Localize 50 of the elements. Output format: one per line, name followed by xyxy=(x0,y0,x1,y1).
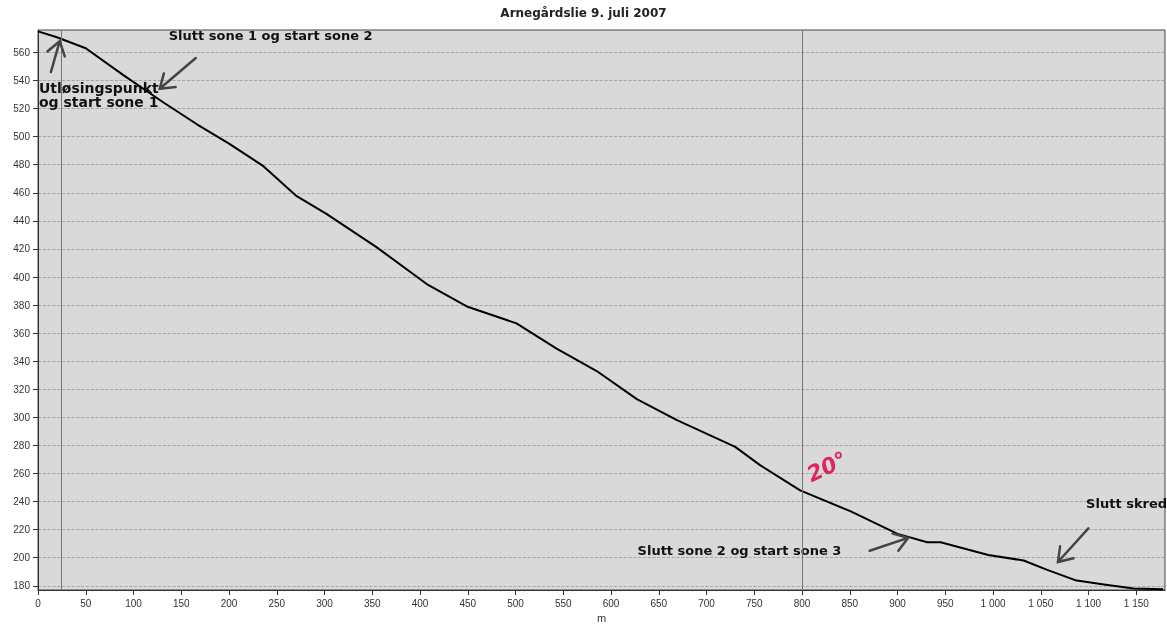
x-tick-label: 450 xyxy=(459,597,477,609)
x-tick-label: 400 xyxy=(411,597,429,609)
x-tick-label: 350 xyxy=(363,597,382,609)
chart-title: Arnegårdslie 9. juli 2007 xyxy=(500,6,667,20)
x-tick-label: 600 xyxy=(602,597,620,609)
x-tick-label: 650 xyxy=(650,597,668,609)
y-tick-label: 440 xyxy=(13,215,31,227)
annotation: Slutt skred xyxy=(1086,495,1167,511)
annotation: Slutt sone 1 og start sone 2 xyxy=(168,28,373,44)
x-tick-label: 850 xyxy=(841,597,859,609)
x-tick-label: 700 xyxy=(698,597,716,609)
annotation: 20° xyxy=(802,446,852,488)
x-axis-title: m xyxy=(596,612,607,625)
x-tick-label: 900 xyxy=(889,597,907,609)
y-tick-label: 340 xyxy=(13,355,31,367)
x-tick-label: 1 050 xyxy=(1028,597,1054,609)
x-tick-label: 1 150 xyxy=(1123,597,1150,609)
y-tick-label: 180 xyxy=(13,580,31,592)
y-tick-label: 300 xyxy=(13,411,31,423)
y-tick-label: 260 xyxy=(13,468,31,480)
y-tick-label: 200 xyxy=(13,552,31,564)
x-tick-label: 750 xyxy=(745,597,764,609)
x-tick-label: 1 100 xyxy=(1076,597,1102,609)
x-tick-label: 50 xyxy=(80,597,92,609)
y-tick-label: 500 xyxy=(13,131,31,143)
x-tick-label: 0 xyxy=(35,597,42,609)
x-tick-label: 550 xyxy=(554,597,573,609)
y-tick-label: 520 xyxy=(13,103,31,115)
annotation: Slutt sone 2 og start sone 3 xyxy=(637,543,842,559)
y-tick-label: 280 xyxy=(13,439,31,451)
x-tick-label: 950 xyxy=(936,597,955,609)
y-tick-label: 560 xyxy=(13,46,31,58)
x-tick-label: 150 xyxy=(172,597,191,609)
y-tick-label: 320 xyxy=(13,383,31,395)
y-tick-label: 360 xyxy=(13,327,31,339)
x-tick-label: 800 xyxy=(793,597,811,609)
x-tick-label: 1 000 xyxy=(980,597,1007,609)
y-tick-label: 220 xyxy=(13,524,31,536)
y-tick-label: 400 xyxy=(13,271,31,283)
y-tick-label: 240 xyxy=(13,496,31,508)
y-tick-label: 420 xyxy=(13,243,31,255)
y-tick-label: 380 xyxy=(13,299,31,311)
x-tick-label: 100 xyxy=(125,597,143,609)
y-tick-label: 540 xyxy=(13,75,31,87)
x-tick-label: 250 xyxy=(268,597,286,609)
x-tick-label: 500 xyxy=(507,597,525,609)
x-tick-label: 300 xyxy=(316,597,334,609)
y-tick-label: 480 xyxy=(13,159,31,171)
x-tick-label: 200 xyxy=(220,597,238,609)
y-tick-label: 460 xyxy=(13,187,31,199)
